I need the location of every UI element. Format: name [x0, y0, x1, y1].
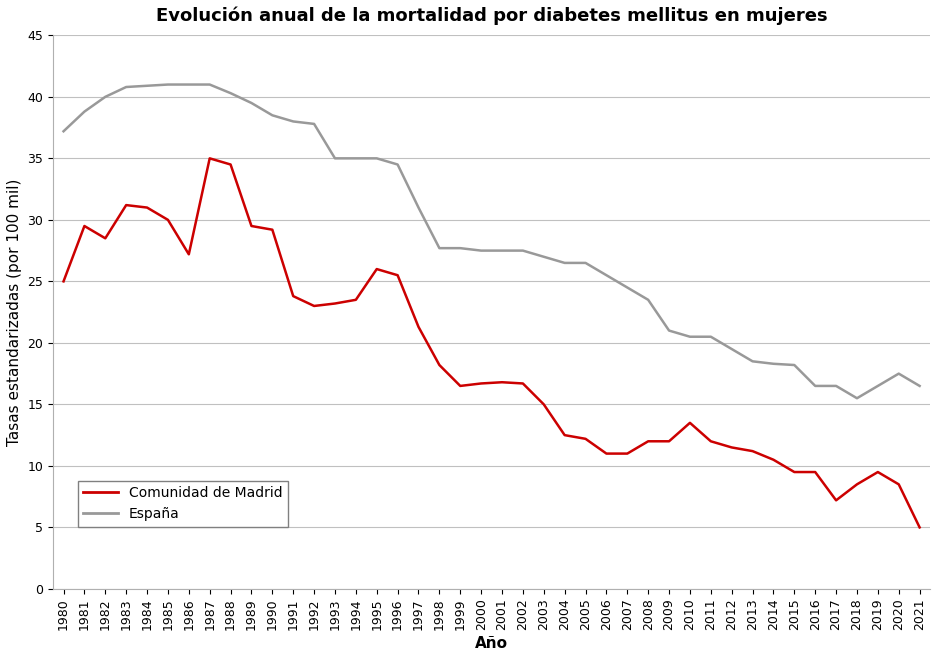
Comunidad de Madrid: [788, 468, 799, 476]
España: [204, 80, 215, 88]
Comunidad de Madrid: [496, 378, 507, 386]
España: [371, 155, 382, 163]
España: [183, 80, 195, 88]
Comunidad de Madrid: [913, 524, 924, 532]
Comunidad de Madrid: [600, 449, 611, 457]
España: [413, 203, 424, 211]
Comunidad de Madrid: [642, 438, 653, 445]
España: [329, 155, 340, 163]
Comunidad de Madrid: [809, 468, 820, 476]
España: [600, 271, 611, 279]
España: [517, 247, 528, 255]
España: [683, 333, 695, 341]
España: [788, 361, 799, 369]
España: [892, 370, 903, 378]
España: [871, 382, 883, 390]
España: [913, 382, 924, 390]
España: [99, 93, 110, 101]
Comunidad de Madrid: [329, 299, 340, 307]
Comunidad de Madrid: [475, 380, 486, 388]
Comunidad de Madrid: [454, 382, 465, 390]
Comunidad de Madrid: [746, 447, 757, 455]
España: [79, 108, 90, 116]
Comunidad de Madrid: [371, 265, 382, 273]
Comunidad de Madrid: [245, 222, 256, 230]
España: [267, 111, 278, 119]
España: [245, 99, 256, 107]
X-axis label: Año: Año: [475, 636, 507, 651]
Y-axis label: Tasas estandarizadas (por 100 mil): Tasas estandarizadas (por 100 mil): [7, 178, 22, 446]
Comunidad de Madrid: [121, 201, 132, 209]
España: [746, 357, 757, 365]
España: [475, 247, 486, 255]
Comunidad de Madrid: [579, 435, 591, 443]
Comunidad de Madrid: [683, 419, 695, 427]
Comunidad de Madrid: [663, 438, 674, 445]
España: [433, 244, 445, 252]
Title: Evolución anual de la mortalidad por diabetes mellitus en mujeres: Evolución anual de la mortalidad por dia…: [155, 7, 826, 26]
Comunidad de Madrid: [350, 296, 361, 304]
Comunidad de Madrid: [79, 222, 90, 230]
España: [579, 259, 591, 267]
Comunidad de Madrid: [99, 234, 110, 242]
Comunidad de Madrid: [58, 278, 69, 286]
España: [496, 247, 507, 255]
Comunidad de Madrid: [871, 468, 883, 476]
Comunidad de Madrid: [267, 226, 278, 234]
España: [725, 345, 737, 353]
España: [621, 284, 632, 291]
Comunidad de Madrid: [308, 302, 319, 310]
España: [829, 382, 841, 390]
Comunidad de Madrid: [851, 480, 862, 488]
España: [308, 120, 319, 128]
España: [454, 244, 465, 252]
España: [642, 296, 653, 304]
Comunidad de Madrid: [183, 250, 195, 258]
Comunidad de Madrid: [621, 449, 632, 457]
Comunidad de Madrid: [391, 271, 402, 279]
Comunidad de Madrid: [433, 361, 445, 369]
Comunidad de Madrid: [767, 456, 778, 464]
Comunidad de Madrid: [225, 161, 236, 168]
Comunidad de Madrid: [537, 401, 548, 409]
España: [141, 82, 153, 89]
Comunidad de Madrid: [517, 380, 528, 388]
España: [663, 326, 674, 334]
España: [537, 253, 548, 261]
España: [767, 360, 778, 368]
Comunidad de Madrid: [204, 155, 215, 163]
España: [851, 394, 862, 402]
Comunidad de Madrid: [892, 480, 903, 488]
Line: Comunidad de Madrid: Comunidad de Madrid: [64, 159, 918, 528]
Comunidad de Madrid: [725, 443, 737, 451]
Line: España: España: [64, 84, 918, 398]
Comunidad de Madrid: [141, 203, 153, 211]
Comunidad de Madrid: [829, 496, 841, 504]
España: [287, 118, 299, 126]
Comunidad de Madrid: [413, 323, 424, 331]
Comunidad de Madrid: [705, 438, 716, 445]
Legend: Comunidad de Madrid, España: Comunidad de Madrid, España: [78, 480, 288, 526]
España: [391, 161, 402, 168]
España: [809, 382, 820, 390]
Comunidad de Madrid: [559, 431, 570, 439]
España: [58, 128, 69, 136]
España: [121, 83, 132, 91]
España: [225, 89, 236, 97]
Comunidad de Madrid: [162, 216, 173, 224]
España: [162, 80, 173, 88]
España: [350, 155, 361, 163]
España: [559, 259, 570, 267]
España: [705, 333, 716, 341]
Comunidad de Madrid: [287, 292, 299, 300]
